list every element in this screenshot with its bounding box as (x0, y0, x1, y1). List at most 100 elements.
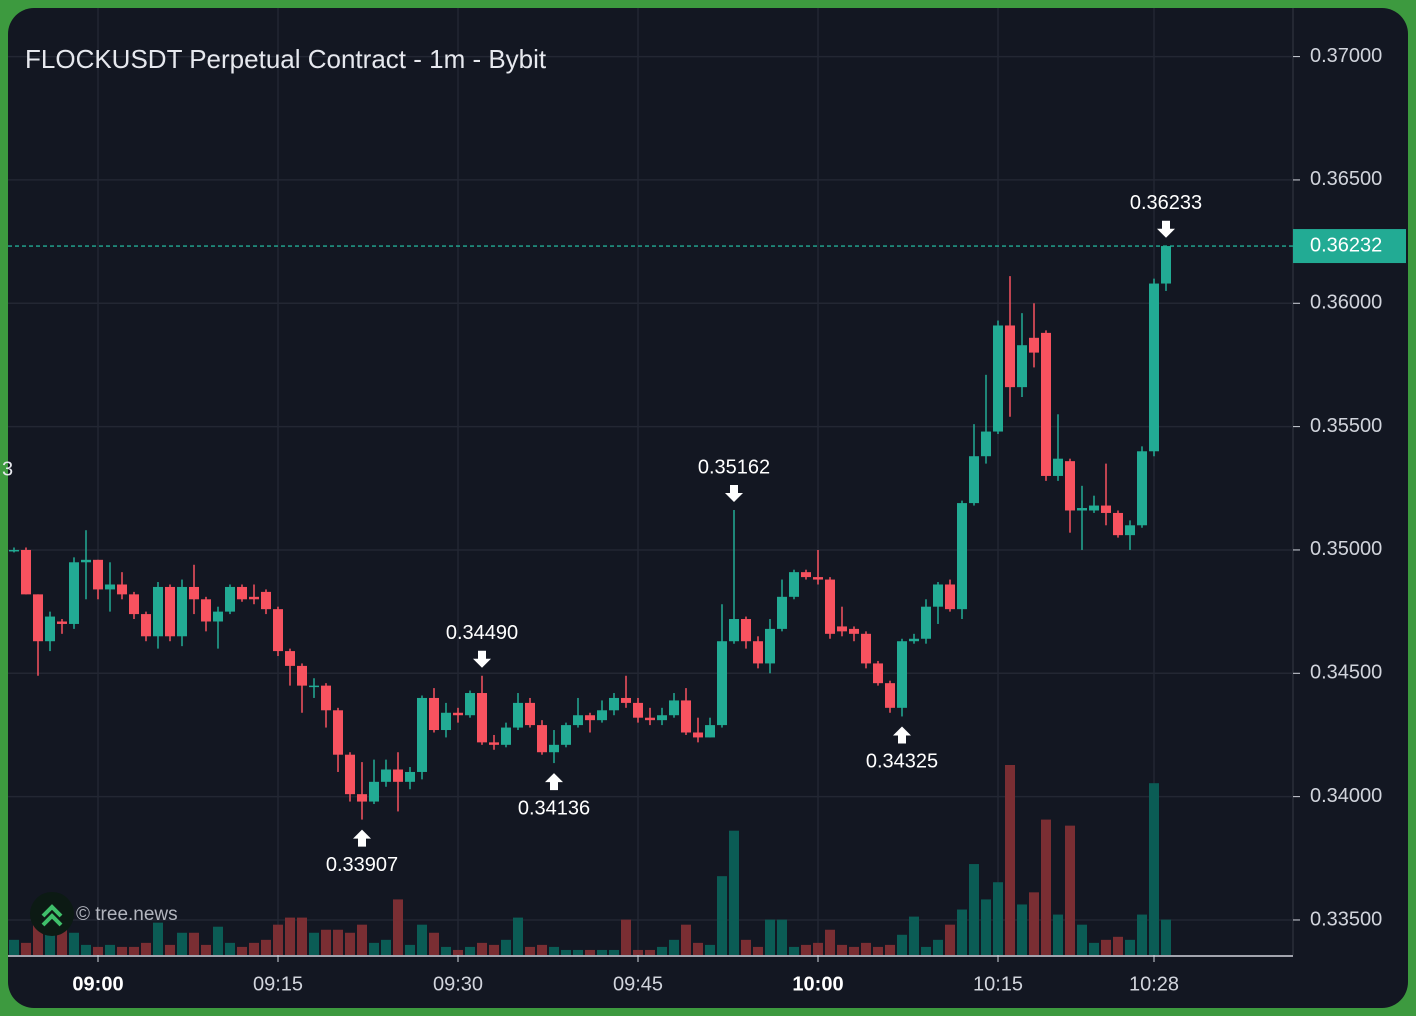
candle-body (849, 628, 859, 634)
volume-bar (489, 944, 499, 955)
volume-bar (609, 949, 619, 955)
candle-body (621, 697, 631, 703)
candle-body (1101, 505, 1111, 513)
volume-bar (765, 919, 775, 955)
volume-bar (1053, 914, 1063, 955)
volume-bar (81, 944, 91, 955)
candle-body (405, 771, 415, 782)
volume-bar (717, 876, 727, 955)
candle-body (537, 725, 547, 753)
candle-body (1125, 525, 1135, 536)
volume-bar (597, 949, 607, 955)
volume-bar (1101, 939, 1111, 955)
candle-body (273, 609, 283, 652)
volume-bar (573, 949, 583, 955)
volume-bar (825, 929, 835, 955)
volume-bar (945, 924, 955, 955)
candle-body (1005, 325, 1015, 388)
volume-bar (909, 916, 919, 955)
volume-bar (33, 924, 43, 955)
x-tick-label: 09:45 (613, 973, 663, 995)
volume-bar (537, 944, 547, 955)
labels: 0.33500 0.34000 0.34500 0.35000 0.35500 0.360… (8, 45, 1406, 995)
candle-body (429, 697, 439, 731)
candle-body (21, 549, 31, 595)
volume-bar (957, 909, 967, 955)
candle-body (969, 456, 979, 504)
candle-body (645, 717, 655, 721)
volume-bar (897, 934, 907, 955)
candle-body (453, 712, 463, 716)
candle-body (729, 619, 739, 642)
volume-bar (705, 944, 715, 955)
candle-body (921, 606, 931, 639)
candle-body (597, 710, 607, 721)
candle-body (633, 702, 643, 718)
candle-body (705, 725, 715, 738)
volume-bar (177, 932, 187, 955)
volume-bar (225, 942, 235, 955)
volume-bar (789, 946, 799, 955)
candle-body (837, 626, 847, 632)
volume-bar (45, 932, 55, 955)
candle-body (1161, 246, 1171, 284)
candle-body (261, 591, 271, 610)
low-label: 0.34136 (518, 797, 590, 819)
volume-bar (297, 917, 307, 955)
volume-bar (849, 946, 859, 955)
volume-bar (213, 926, 223, 955)
candle-body (57, 621, 67, 624)
volume-bar (93, 946, 103, 955)
candle-body (993, 325, 1003, 432)
candle-body (957, 503, 967, 610)
volume-bar (933, 939, 943, 955)
volume-bar (1149, 783, 1159, 955)
candle-body (561, 725, 571, 745)
volume-bar (369, 942, 379, 955)
plot (9, 245, 1171, 820)
high-label: 0.35162 (698, 456, 770, 478)
volume-bar (189, 932, 199, 955)
volume-bar (813, 942, 823, 955)
volume-bar (1077, 924, 1087, 955)
candle-body (741, 619, 751, 642)
candle-body (117, 584, 127, 595)
volume-bar (117, 946, 127, 955)
candle-body (717, 641, 727, 726)
candle-body (1113, 512, 1123, 536)
volume-bar (585, 949, 595, 955)
volume-bar (633, 949, 643, 955)
candle-body (381, 769, 391, 782)
volume-bar (201, 944, 211, 955)
volume-bar (285, 917, 295, 955)
volume-bar (249, 942, 259, 955)
candle-body (393, 769, 403, 782)
last-price-box (1293, 229, 1406, 264)
candle-body (249, 596, 259, 600)
candle-body (693, 732, 703, 738)
volume-bar (105, 944, 115, 955)
volume-bar (21, 942, 31, 955)
y-tick-label: 0.35000 (1310, 538, 1382, 560)
candle-body (69, 562, 79, 624)
candle-body (801, 572, 811, 578)
volume-bar (441, 946, 451, 955)
volume-bar (237, 946, 247, 955)
volume-bar (1137, 914, 1147, 955)
volume-bar (141, 942, 151, 955)
candle-body (213, 611, 223, 622)
candle-body (417, 697, 427, 772)
candle-body (825, 579, 835, 634)
volume-bar (501, 939, 511, 955)
volume-bar (57, 929, 67, 955)
low-arrow (353, 829, 371, 847)
candle-body (33, 594, 43, 642)
candle-body (129, 594, 139, 615)
candle-body (1017, 345, 1027, 388)
candle-body (549, 744, 559, 753)
candle-body (1041, 332, 1051, 476)
candle-body (189, 586, 199, 600)
candle-body (753, 641, 763, 664)
candle-body (609, 697, 619, 711)
